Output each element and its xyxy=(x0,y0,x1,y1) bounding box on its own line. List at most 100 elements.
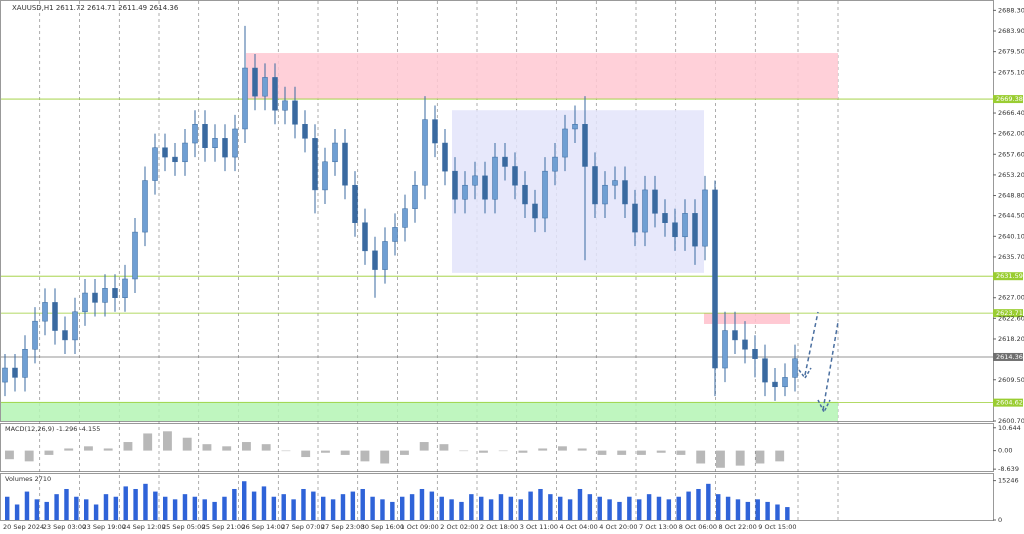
candle-body xyxy=(372,250,378,270)
bar xyxy=(133,488,138,520)
candle-body xyxy=(172,156,178,163)
candle-body xyxy=(582,124,588,167)
price-frame xyxy=(0,0,994,422)
bar xyxy=(488,499,494,520)
y-tick-label: 15246 xyxy=(998,477,1019,485)
bar xyxy=(419,442,429,451)
x-tick-label: 4 Oct 20:00 xyxy=(599,523,637,531)
candle-body xyxy=(252,67,258,97)
candle-body xyxy=(362,222,368,252)
candle-body xyxy=(732,330,738,341)
candle-body xyxy=(312,138,318,191)
bar xyxy=(301,450,311,458)
candle-body xyxy=(792,358,798,378)
bar xyxy=(637,450,646,455)
bar xyxy=(291,499,296,520)
bar xyxy=(103,494,109,520)
macd-frame xyxy=(0,423,994,472)
candle-body xyxy=(432,119,438,144)
level-label: 2631.59 xyxy=(996,272,1023,280)
bar xyxy=(5,450,14,460)
bar xyxy=(567,499,573,520)
y-tick-label: 2635.70 xyxy=(998,253,1024,261)
bar xyxy=(143,483,148,520)
bar xyxy=(775,504,780,520)
candle-body xyxy=(462,184,468,200)
bar xyxy=(528,491,533,520)
bar xyxy=(538,448,548,451)
bar xyxy=(765,501,770,520)
bar xyxy=(301,488,306,520)
bar xyxy=(182,494,188,520)
candle-body xyxy=(192,124,198,144)
candle-body xyxy=(242,67,248,130)
forecast-arrow-head xyxy=(798,367,831,414)
bar xyxy=(44,501,49,520)
bar xyxy=(113,496,119,520)
bar xyxy=(340,494,346,520)
candle-body xyxy=(492,156,498,200)
bar xyxy=(755,450,765,464)
volume-frame xyxy=(0,473,994,521)
bar xyxy=(251,491,257,520)
bar xyxy=(725,496,731,520)
bar xyxy=(24,450,34,462)
bar xyxy=(281,450,291,452)
bar xyxy=(212,501,217,520)
candle-body xyxy=(132,231,138,280)
bar xyxy=(716,494,721,520)
candle-body xyxy=(572,124,578,130)
x-tick-label: 26 Sep 14:00 xyxy=(242,523,285,531)
candle-body xyxy=(202,124,208,148)
bar xyxy=(84,446,93,451)
bar xyxy=(656,496,662,520)
bar xyxy=(370,496,375,520)
candle-body xyxy=(122,278,128,298)
bar xyxy=(222,446,232,451)
bar xyxy=(64,488,69,520)
level-tag xyxy=(993,352,1023,361)
candle-body xyxy=(152,147,158,181)
candle-body xyxy=(392,227,398,242)
y-tick-label: 2662.00 xyxy=(998,130,1024,138)
candle-body xyxy=(652,189,658,214)
x-tick-label: 4 Oct 04:00 xyxy=(560,523,598,531)
x-tick-label: 8 Oct 22:00 xyxy=(719,523,757,531)
x-tick-label: 27 Sep 07:00 xyxy=(281,523,324,531)
bar xyxy=(696,450,706,464)
y-tick-label: 2627.00 xyxy=(998,294,1024,302)
zone xyxy=(1,401,838,421)
y-tick-label: 2675.10 xyxy=(998,68,1024,76)
candle-body xyxy=(342,142,348,186)
candle-body xyxy=(322,161,328,191)
bar xyxy=(321,450,330,453)
bar xyxy=(242,442,251,451)
bar xyxy=(350,491,356,520)
candle-body xyxy=(642,189,648,233)
bar xyxy=(498,450,508,452)
bar xyxy=(93,504,99,520)
candle-body xyxy=(762,358,768,383)
candle-body xyxy=(32,320,38,350)
bar xyxy=(597,450,607,455)
candle-body xyxy=(22,349,28,378)
candle-body xyxy=(92,292,98,303)
y-tick-label: 2688.30 xyxy=(998,6,1024,14)
candle-body xyxy=(712,189,718,369)
bar xyxy=(84,499,89,520)
bar xyxy=(548,494,553,520)
candle-body xyxy=(112,288,118,298)
candle-body xyxy=(562,128,568,158)
bar xyxy=(202,499,207,520)
bar xyxy=(330,499,336,520)
bar xyxy=(222,496,227,520)
y-tick-label: 2683.90 xyxy=(998,27,1024,35)
bar xyxy=(163,431,172,451)
bar xyxy=(538,488,543,520)
bar xyxy=(360,450,370,462)
x-tick-label: 23 Sep 03:00 xyxy=(43,523,86,531)
bar xyxy=(785,507,790,520)
level-tag xyxy=(993,272,1023,281)
y-tick-label: 2653.20 xyxy=(998,171,1024,179)
bar xyxy=(321,496,326,520)
